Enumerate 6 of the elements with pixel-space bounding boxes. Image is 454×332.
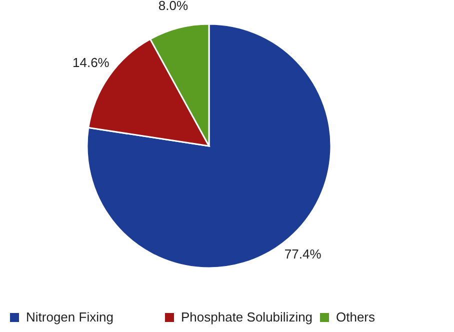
data-label: 8.0%	[158, 0, 188, 13]
legend-label: Others	[336, 309, 376, 324]
data-label: 14.6%	[72, 55, 110, 70]
data-label: 77.4%	[284, 246, 322, 262]
legend-label: Nitrogen Fixing	[26, 309, 114, 324]
legend-label: Phosphate Solubilizing	[181, 309, 313, 324]
